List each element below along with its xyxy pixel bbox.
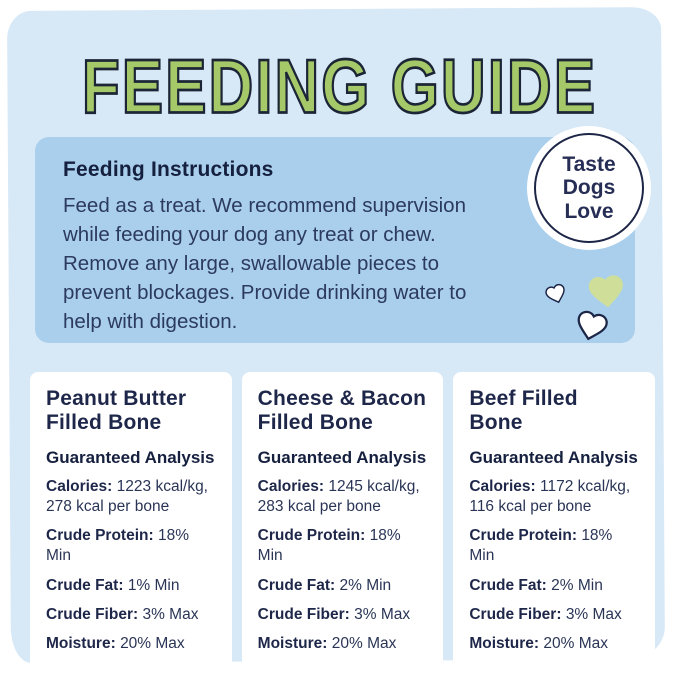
analysis-row-moisture: Moisture: 20% Max bbox=[469, 634, 641, 654]
badge-ring: Taste Dogs Love bbox=[534, 133, 644, 243]
analysis-label: Crude Protein: bbox=[257, 527, 366, 545]
analysis-row-fat: Crude Fat: 2% Min bbox=[258, 576, 430, 596]
analysis-label: Crude Protein: bbox=[46, 527, 154, 545]
analysis-label: Crude Fiber: bbox=[46, 605, 139, 623]
analysis-value: 1223 kcal/kg, 278 kcal per bone bbox=[46, 478, 208, 516]
heart-outline-icon bbox=[541, 280, 571, 308]
analysis-label: Crude Fat: bbox=[46, 576, 124, 594]
analysis-row-fat: Crude Fat: 2% Min bbox=[469, 576, 641, 596]
analysis-value: 18% Min bbox=[469, 527, 613, 565]
product-card-beef: Beef Filled Bone Guaranteed Analysis Cal… bbox=[453, 372, 656, 673]
instructions-heading: Feeding Instructions bbox=[63, 158, 274, 181]
analysis-label: Moisture: bbox=[257, 634, 328, 652]
product-card-peanut-butter: Peanut Butter Filled Bone Guaranteed Ana… bbox=[30, 372, 232, 673]
analysis-value: 3% Max bbox=[142, 605, 199, 623]
taste-dogs-love-badge: Taste Dogs Love bbox=[527, 126, 651, 250]
analysis-value: 1245 kcal/kg, 283 kcal per bone bbox=[257, 478, 420, 516]
analysis-value: 3% Max bbox=[354, 605, 411, 623]
analysis-label: Crude Protein: bbox=[469, 527, 577, 545]
analysis-row-protein: Crude Protein: 18% Min bbox=[46, 526, 218, 566]
analysis-value: 20% Max bbox=[120, 634, 185, 652]
analysis-row-fiber: Crude Fiber: 3% Max bbox=[46, 605, 218, 625]
analysis-label: Crude Fiber: bbox=[469, 605, 562, 623]
heart-outline-icon bbox=[569, 305, 613, 347]
analysis-value: 20% Max bbox=[543, 634, 609, 652]
analysis-heading: Guaranteed Analysis bbox=[469, 448, 638, 468]
analysis-row-calories: Calories: 1223 kcal/kg, 278 kcal per bon… bbox=[46, 477, 218, 517]
analysis-label: Crude Fat: bbox=[469, 576, 547, 594]
page-title: FEEDING GUIDE bbox=[81, 44, 598, 131]
analysis-label: Crude Fiber: bbox=[257, 605, 350, 623]
product-card-cheese-bacon: Cheese & Bacon Filled Bone Guaranteed An… bbox=[241, 372, 444, 673]
analysis-label: Moisture: bbox=[469, 634, 540, 652]
product-name: Peanut Butter Filled Bone bbox=[46, 387, 187, 434]
analysis-value: 2% Min bbox=[551, 576, 603, 594]
heart-filled-icon bbox=[582, 269, 631, 314]
product-name: Cheese & Bacon Filled Bone bbox=[257, 387, 427, 434]
analysis-value: 18% Min bbox=[257, 527, 401, 565]
instructions-body: Feed as a treat. We recommend supervisio… bbox=[63, 194, 467, 334]
analysis-value: 1172 kcal/kg, 116 kcal per bone bbox=[469, 478, 631, 516]
analysis-row-fiber: Crude Fiber: 3% Max bbox=[469, 605, 641, 625]
analysis-label: Calories: bbox=[257, 478, 325, 496]
analysis-label: Calories: bbox=[46, 478, 113, 496]
analysis-value: 3% Max bbox=[565, 605, 622, 623]
analysis-label: Crude Fat: bbox=[257, 576, 336, 594]
analysis-value: 1% Min bbox=[127, 576, 180, 594]
badge-text: Taste Dogs Love bbox=[562, 152, 616, 223]
analysis-row-moisture: Moisture: 20% Max bbox=[258, 634, 430, 654]
analysis-row-fiber: Crude Fiber: 3% Max bbox=[258, 605, 430, 625]
analysis-value: 18% Min bbox=[46, 527, 189, 565]
analysis-row-protein: Crude Protein: 18% Min bbox=[258, 526, 430, 566]
analysis-row-moisture: Moisture: 20% Max bbox=[46, 634, 218, 654]
analysis-value: 20% Max bbox=[331, 634, 397, 652]
analysis-row-calories: Calories: 1245 kcal/kg, 283 kcal per bon… bbox=[258, 477, 430, 517]
analysis-heading: Guaranteed Analysis bbox=[46, 448, 215, 468]
analysis-row-calories: Calories: 1172 kcal/kg, 116 kcal per bon… bbox=[469, 477, 641, 517]
analysis-row-protein: Crude Protein: 18% Min bbox=[469, 526, 641, 566]
analysis-value: 2% Min bbox=[339, 576, 392, 594]
analysis-heading: Guaranteed Analysis bbox=[257, 448, 427, 468]
product-cards-row: Peanut Butter Filled Bone Guaranteed Ana… bbox=[30, 372, 656, 673]
analysis-label: Moisture: bbox=[46, 634, 116, 652]
analysis-label: Calories: bbox=[469, 478, 536, 496]
analysis-row-fat: Crude Fat: 1% Min bbox=[46, 576, 218, 596]
product-name: Beef Filled Bone bbox=[469, 387, 578, 434]
